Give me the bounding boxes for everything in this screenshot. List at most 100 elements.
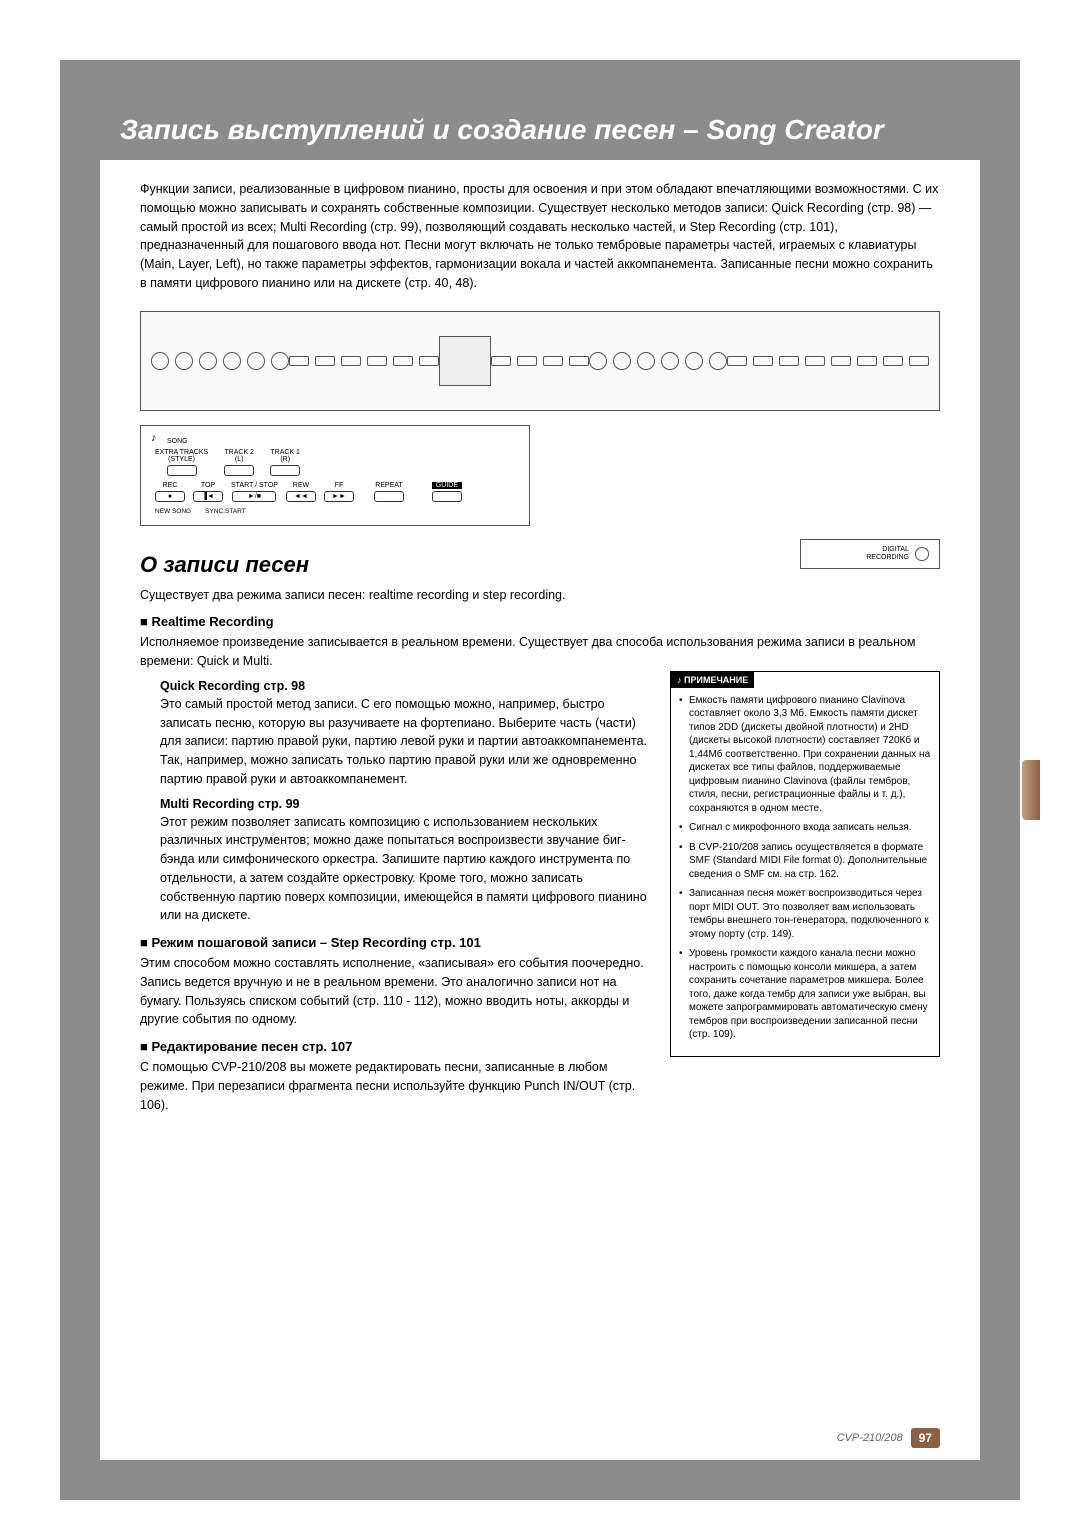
panel-button-icon — [779, 356, 799, 366]
digital-recording-wrap: DIGITAL RECORDING — [800, 525, 940, 573]
panel-knob-icon — [175, 352, 193, 370]
panel-button-icon — [909, 356, 929, 366]
panel-knob-icon — [637, 352, 655, 370]
track-sublabel: (STYLE) — [155, 456, 208, 463]
panel-button-icon — [367, 356, 387, 366]
title-banner: Запись выступлений и создание песен – So… — [100, 100, 980, 160]
panel-knob-icon — [661, 352, 679, 370]
control-col: GUIDE — [432, 482, 462, 502]
panel-button-icon — [393, 356, 413, 366]
track-sublabel: (L) — [224, 456, 254, 463]
control-col: FF ►► — [324, 482, 354, 502]
page-inner: Запись выступлений и создание песен – So… — [100, 100, 980, 1460]
bottom-labels-row: NEW SONG SYNC.START — [155, 508, 515, 515]
control-label: REC — [155, 482, 185, 489]
note-item: Сигнал с микрофонного входа записать нел… — [679, 821, 931, 835]
track-button-icon — [224, 465, 254, 476]
note-sidebar: ПРИМЕЧАНИЕ Емкость памяти цифрового пиан… — [670, 671, 940, 1057]
panel-button-icon — [883, 356, 903, 366]
panel-knob-icon — [613, 352, 631, 370]
track-col: TRACK 1 (R) — [270, 449, 300, 476]
multi-recording-body: Этот режим позволяет записать композицию… — [160, 813, 650, 926]
panel-button-icon — [315, 356, 335, 366]
main-column: Quick Recording стр. 98 Это самый просто… — [140, 671, 650, 1115]
control-label: START / STOP — [231, 482, 278, 489]
track-buttons-row: EXTRA TRACKS (STYLE) TRACK 2 (L) TRACK 1… — [155, 449, 515, 476]
track-sublabel: (R) — [270, 456, 300, 463]
panel-button-icon — [341, 356, 361, 366]
song-panel-callout: ♪ SONG EXTRA TRACKS (STYLE) TRACK 2 (L) — [140, 425, 530, 526]
rew-button-icon: ◄◄ — [286, 491, 316, 502]
control-col: REC ● — [155, 482, 185, 502]
panel-button-icon — [569, 356, 589, 366]
callout-panels-row: ♪ SONG EXTRA TRACKS (STYLE) TRACK 2 (L) — [140, 425, 940, 526]
track-label: EXTRA TRACKS — [155, 449, 208, 456]
realtime-heading: Realtime Recording — [140, 614, 940, 629]
quick-recording-body: Это самый простой метод записи. С его по… — [160, 695, 650, 789]
page-container: Запись выступлений и создание песен – So… — [0, 0, 1080, 1540]
panel-knob-icon — [271, 352, 289, 370]
footer-model-label: CVP-210/208 — [837, 1432, 903, 1444]
transport-row: REC ● TOP ▐◄ START / STOP ►/■ REW — [155, 482, 515, 502]
top-button-icon: ▐◄ — [193, 491, 223, 502]
page-frame: Запись выступлений и создание песен – So… — [60, 60, 1020, 1500]
control-col: START / STOP ►/■ — [231, 482, 278, 502]
music-note-icon: ♪ — [151, 432, 157, 444]
section-intro-text: Существует два режима записи песен: real… — [140, 586, 940, 605]
page-footer: CVP-210/208 97 — [837, 1428, 940, 1448]
panel-knob-icon — [223, 352, 241, 370]
control-col: REW ◄◄ — [286, 482, 316, 502]
edit-songs-body: С помощью CVP-210/208 вы можете редактир… — [140, 1058, 650, 1114]
control-col: TOP ▐◄ — [193, 482, 223, 502]
track-button-icon — [270, 465, 300, 476]
track-label: TRACK 2 — [224, 449, 254, 456]
panel-left-controls — [151, 352, 289, 370]
control-label: TOP — [193, 482, 223, 489]
panel-button-icon — [727, 356, 747, 366]
digital-recording-callout: DIGITAL RECORDING — [800, 539, 940, 569]
section-tab-marker — [1022, 760, 1040, 820]
panel-center-controls — [491, 356, 589, 366]
instrument-panel-illustration — [140, 311, 940, 411]
note-list: Емкость памяти цифрового пианино Clavino… — [671, 688, 939, 1056]
panel-far-right-controls — [727, 356, 929, 366]
realtime-body: Исполняемое произведение записывается в … — [140, 633, 940, 671]
track-col: TRACK 2 (L) — [224, 449, 254, 476]
multi-recording-heading: Multi Recording стр. 99 — [160, 797, 650, 811]
play-stop-button-icon: ►/■ — [232, 491, 276, 502]
intro-paragraph: Функции записи, реализованные в цифровом… — [140, 180, 940, 293]
ff-button-icon: ►► — [324, 491, 354, 502]
control-col: REPEAT — [374, 482, 404, 502]
panel-right-controls — [589, 352, 727, 370]
control-label: REW — [286, 482, 316, 489]
panel-button-icon — [491, 356, 511, 366]
track-button-icon — [167, 465, 197, 476]
guide-button-icon — [432, 491, 462, 502]
sync-start-label: SYNC.START — [205, 508, 246, 515]
panel-button-icon — [831, 356, 851, 366]
two-column-layout: Quick Recording стр. 98 Это самый просто… — [140, 671, 940, 1115]
panel-knob-icon — [151, 352, 169, 370]
panel-knob-icon — [709, 352, 727, 370]
panel-button-icon — [857, 356, 877, 366]
note-header: ПРИМЕЧАНИЕ — [671, 672, 754, 688]
track-label: TRACK 1 — [270, 449, 300, 456]
repeat-label: REPEAT — [374, 482, 404, 489]
note-item: Уровень громкости каждого канала песни м… — [679, 947, 931, 1042]
guide-label: GUIDE — [432, 482, 462, 489]
panel-knob-icon — [589, 352, 607, 370]
panel-button-icon — [543, 356, 563, 366]
note-item: Записанная песня может воспроизводиться … — [679, 887, 931, 941]
panel-screen-icon — [439, 336, 491, 386]
step-recording-heading: Режим пошаговой записи – Step Recording … — [140, 935, 650, 950]
new-song-label: NEW SONG — [155, 508, 191, 515]
edit-songs-heading: Редактирование песен стр. 107 — [140, 1039, 650, 1054]
step-recording-body: Этим способом можно составлять исполнени… — [140, 954, 650, 1029]
panel-knob-icon — [247, 352, 265, 370]
note-item: Емкость памяти цифрового пианино Clavino… — [679, 694, 931, 816]
panel-button-icon — [419, 356, 439, 366]
song-label: SONG — [167, 438, 515, 445]
panel-button-icon — [289, 356, 309, 366]
panel-button-icon — [805, 356, 825, 366]
repeat-button-icon — [374, 491, 404, 502]
